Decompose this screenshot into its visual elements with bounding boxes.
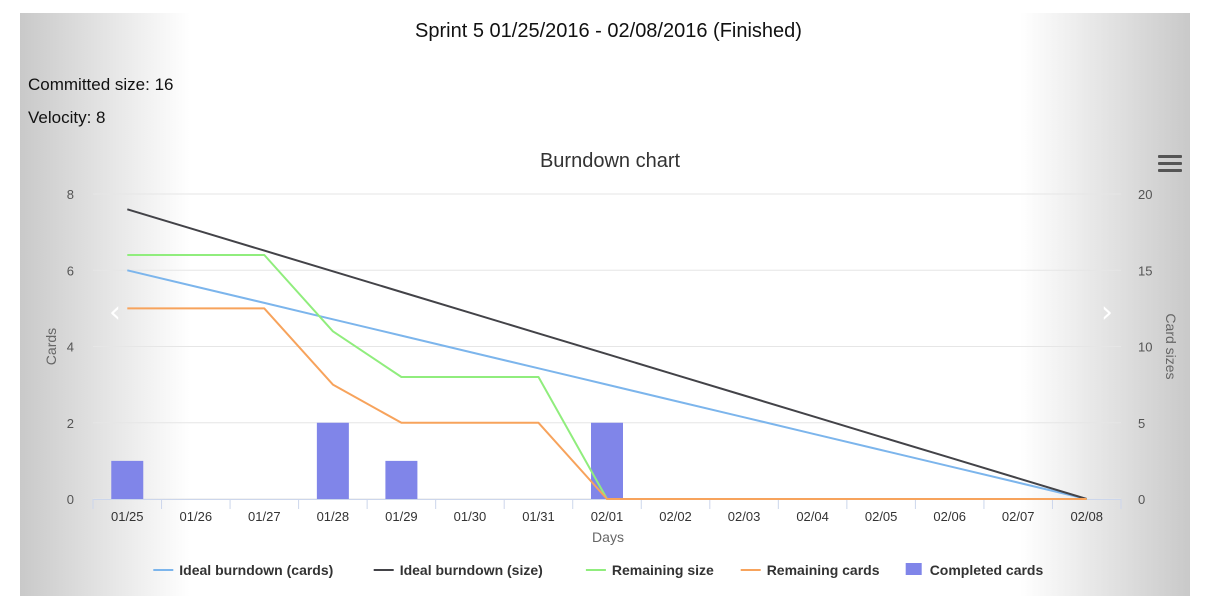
y-axis-title: Cards	[43, 328, 59, 365]
x-tick-label: 02/05	[865, 509, 898, 524]
x-tick-label: 01/25	[111, 509, 144, 524]
completed-cards-bar	[111, 460, 144, 499]
completed-cards-bar	[316, 422, 349, 499]
y2-tick-label: 20	[1138, 187, 1152, 202]
x-tick-label: 02/04	[796, 509, 829, 524]
x-tick-label: 02/08	[1070, 509, 1103, 524]
ideal-burndown-size-line	[127, 208, 1087, 500]
x-tick-label: 02/01	[591, 509, 624, 524]
x-tick-label: 02/06	[933, 509, 966, 524]
legend-item-label: Remaining size	[612, 562, 714, 578]
x-tick-label: 02/03	[728, 509, 761, 524]
ideal-burndown-cards-line	[127, 269, 1087, 500]
y2-tick-label: 10	[1138, 340, 1152, 355]
committed-size: Committed size: 16	[28, 75, 174, 94]
legend-item-label: Ideal burndown (cards)	[179, 562, 333, 578]
sprint-title: Sprint 5 01/25/2016 - 02/08/2016 (Finish…	[415, 20, 802, 42]
x-tick-label: 02/07	[1002, 509, 1035, 524]
x-tick-label: 01/27	[248, 509, 281, 524]
chart-title: Burndown chart	[540, 150, 681, 172]
x-tick-label: 02/02	[659, 509, 692, 524]
y2-tick-label: 15	[1138, 263, 1152, 278]
chevron-left-icon[interactable]: ‹	[109, 295, 121, 330]
x-tick-label: 01/26	[180, 509, 213, 524]
velocity: Velocity: 8	[28, 108, 106, 127]
y2-tick-label: 5	[1138, 416, 1145, 431]
x-tick-label: 01/28	[317, 509, 350, 524]
legend-item-label: Completed cards	[930, 562, 1044, 578]
legend-item-label: Remaining cards	[767, 562, 880, 578]
y-tick-label: 8	[67, 187, 74, 202]
x-tick-label: 01/30	[454, 509, 487, 524]
y-tick-label: 4	[67, 340, 74, 355]
y2-tick-label: 0	[1138, 492, 1145, 507]
y-tick-label: 6	[67, 263, 74, 278]
y-tick-label: 2	[67, 416, 74, 431]
x-axis-title: Days	[592, 529, 624, 545]
completed-cards-bar	[385, 460, 418, 499]
chevron-right-icon[interactable]: ›	[1101, 295, 1113, 330]
x-tick-label: 01/31	[522, 509, 555, 524]
y2-axis-title: Card sizes	[1163, 313, 1179, 379]
x-tick-label: 01/29	[385, 509, 418, 524]
hamburger-menu-icon[interactable]	[1158, 155, 1182, 177]
legend-item-label: Ideal burndown (size)	[400, 562, 543, 578]
y-tick-label: 0	[67, 492, 74, 507]
remaining-cards-line	[127, 307, 1087, 500]
legend-swatch	[905, 563, 922, 575]
